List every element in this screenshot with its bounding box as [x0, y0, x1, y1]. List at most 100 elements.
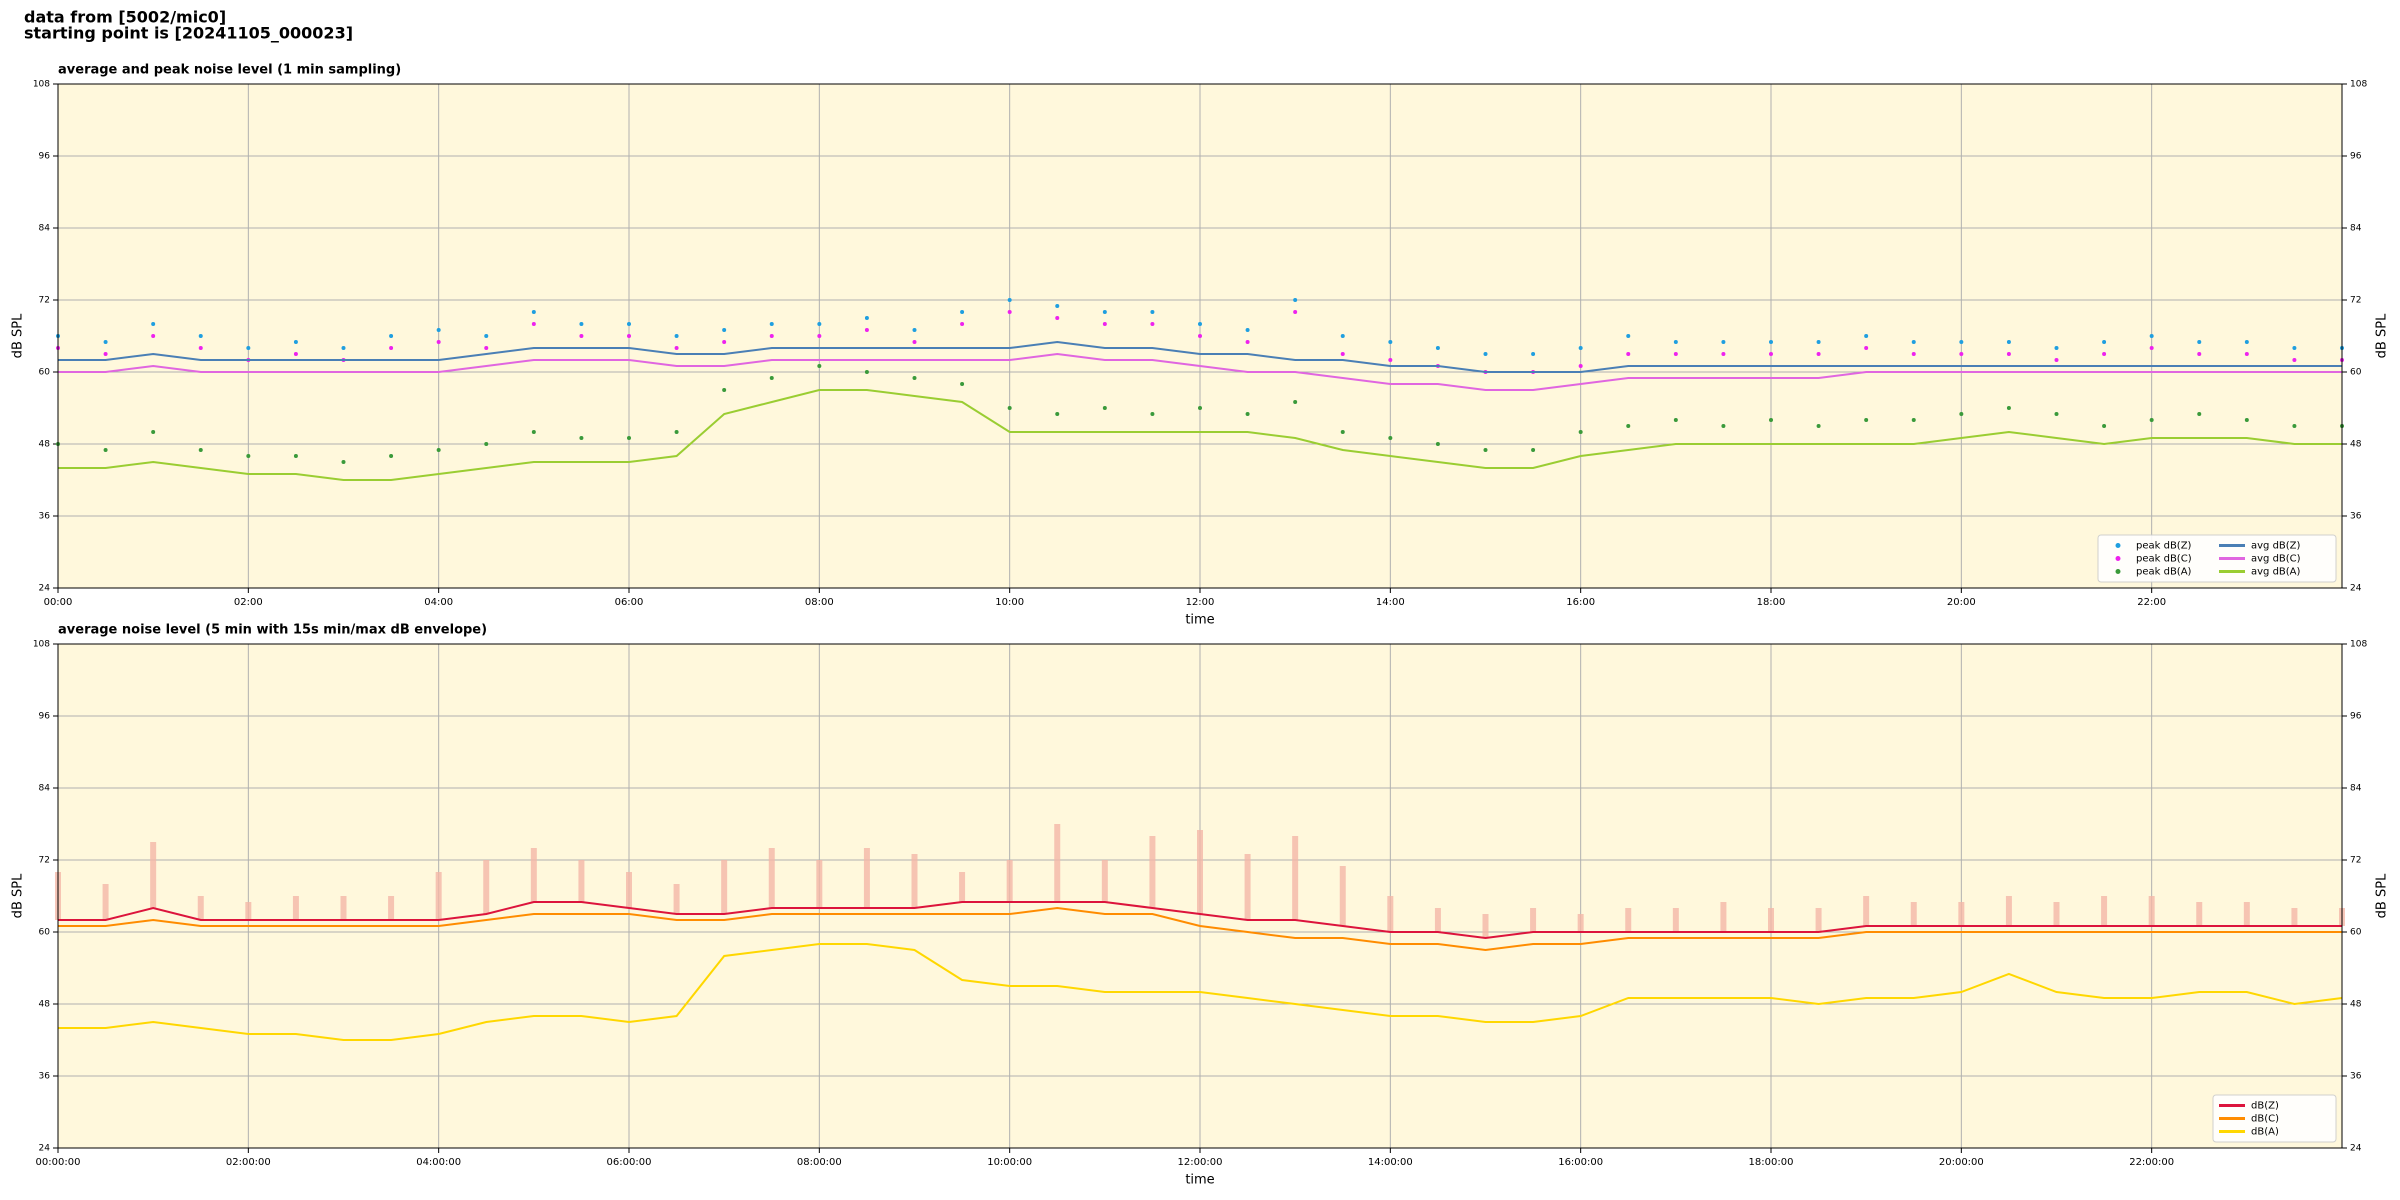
peak-point: [2102, 424, 2107, 428]
peak-point: [1816, 424, 1821, 428]
peak-point: [1340, 334, 1345, 338]
y-tick-label: 60: [2350, 368, 2362, 378]
y-tick-label: 24: [2350, 1144, 2362, 1154]
peak-point: [1340, 430, 1345, 434]
peak-point: [1388, 358, 1393, 362]
peak-point: [1102, 322, 1107, 326]
peak-point: [960, 310, 965, 314]
y-tick-label: 96: [39, 152, 51, 162]
peak-point: [1055, 316, 1060, 320]
peak-point: [1007, 310, 1012, 314]
y-tick-label: 84: [39, 784, 51, 794]
peak-point: [912, 376, 917, 380]
peak-point: [579, 322, 584, 326]
y-tick-label: 36: [2350, 1072, 2362, 1082]
peak-point: [2102, 352, 2107, 356]
y-tick-label: 84: [2350, 224, 2362, 234]
peak-point: [1388, 340, 1393, 344]
peak-point: [246, 454, 251, 458]
peak-point: [674, 430, 679, 434]
plot-frame: [57, 83, 2343, 589]
peak-point: [1626, 352, 1631, 356]
peak-point: [293, 352, 298, 356]
peak-point: [1531, 448, 1536, 452]
peak-point: [1816, 352, 1821, 356]
y-tick-label: 60: [39, 368, 51, 378]
peak-point: [1150, 412, 1155, 416]
peak-point: [579, 334, 584, 338]
peak-point: [436, 328, 441, 332]
subplot: average noise level (5 min with 15s min/…: [11, 623, 2390, 1188]
peak-point: [2197, 412, 2202, 416]
y-axis-label: dB SPL: [11, 313, 26, 358]
x-axis-label: time: [1185, 613, 1214, 628]
peak-point: [1769, 418, 1773, 422]
header-line: data from [5002/mic0]: [24, 8, 226, 27]
peak-point: [2292, 424, 2297, 428]
peak-point: [2149, 334, 2154, 338]
peak-point: [1721, 340, 1726, 344]
x-tick-label: 08:00: [805, 597, 834, 608]
x-tick-label: 14:00: [1376, 597, 1405, 608]
y-tick-label: 108: [2350, 640, 2367, 650]
peak-point: [1959, 412, 1964, 416]
peak-point: [1673, 418, 1678, 422]
peak-point: [389, 454, 394, 458]
series-line: [58, 943, 2343, 1041]
peak-point: [627, 322, 631, 326]
peak-point: [1578, 346, 1583, 350]
peak-point: [1245, 328, 1250, 332]
peak-point: [1911, 340, 1916, 344]
peak-point: [1483, 352, 1488, 356]
peak-point: [198, 334, 203, 338]
legend-label: avg dB(C): [2251, 554, 2301, 565]
series-line: [58, 906, 2342, 952]
peak-point: [531, 322, 536, 326]
x-tick-label: 06:00: [615, 597, 644, 608]
peak-point: [1340, 352, 1345, 356]
x-tick-label: 08:00:00: [797, 1157, 842, 1168]
y-tick-label: 24: [39, 584, 51, 594]
peak-point: [389, 346, 394, 350]
peak-point: [2197, 340, 2202, 344]
peak-point: [1245, 412, 1250, 416]
y-tick-label: 72: [2350, 856, 2361, 866]
peak-point: [1245, 340, 1250, 344]
legend-marker: [2115, 569, 2121, 574]
peak-point: [769, 376, 774, 380]
peak-point: [1102, 310, 1107, 314]
x-tick-label: 00:00: [44, 597, 73, 608]
peak-point: [912, 340, 917, 344]
peak-point: [1721, 424, 1726, 428]
legend-label: dB(Z): [2251, 1101, 2279, 1112]
peak-point: [2006, 352, 2011, 356]
peak-point: [1007, 406, 1012, 410]
peak-point: [674, 346, 679, 350]
peak-point: [627, 436, 631, 440]
peak-point: [817, 334, 822, 338]
peak-point: [151, 322, 156, 326]
peak-point: [722, 388, 727, 392]
y-tick-label: 36: [2350, 512, 2362, 522]
peak-point: [1293, 310, 1298, 314]
peak-point: [627, 334, 631, 338]
peak-point: [2149, 346, 2154, 350]
peak-point: [389, 334, 394, 338]
x-tick-label: 18:00:00: [1749, 1157, 1794, 1168]
y-tick-label: 72: [39, 296, 50, 306]
x-tick-label: 10:00: [995, 597, 1024, 608]
legend-box: [2097, 534, 2337, 583]
legend-label: peak dB(A): [2136, 567, 2192, 578]
subplot: average and peak noise level (1 min samp…: [11, 63, 2390, 628]
x-axis-label: time: [1185, 1173, 1214, 1188]
peak-point: [1959, 340, 1964, 344]
y-tick-label: 48: [2350, 440, 2362, 450]
series-line: [58, 901, 2342, 940]
peak-point: [151, 430, 156, 434]
peak-point: [1293, 298, 1298, 302]
peak-point: [341, 460, 346, 464]
peak-point: [1007, 298, 1012, 302]
peak-point: [2244, 418, 2249, 422]
peak-point: [531, 430, 536, 434]
